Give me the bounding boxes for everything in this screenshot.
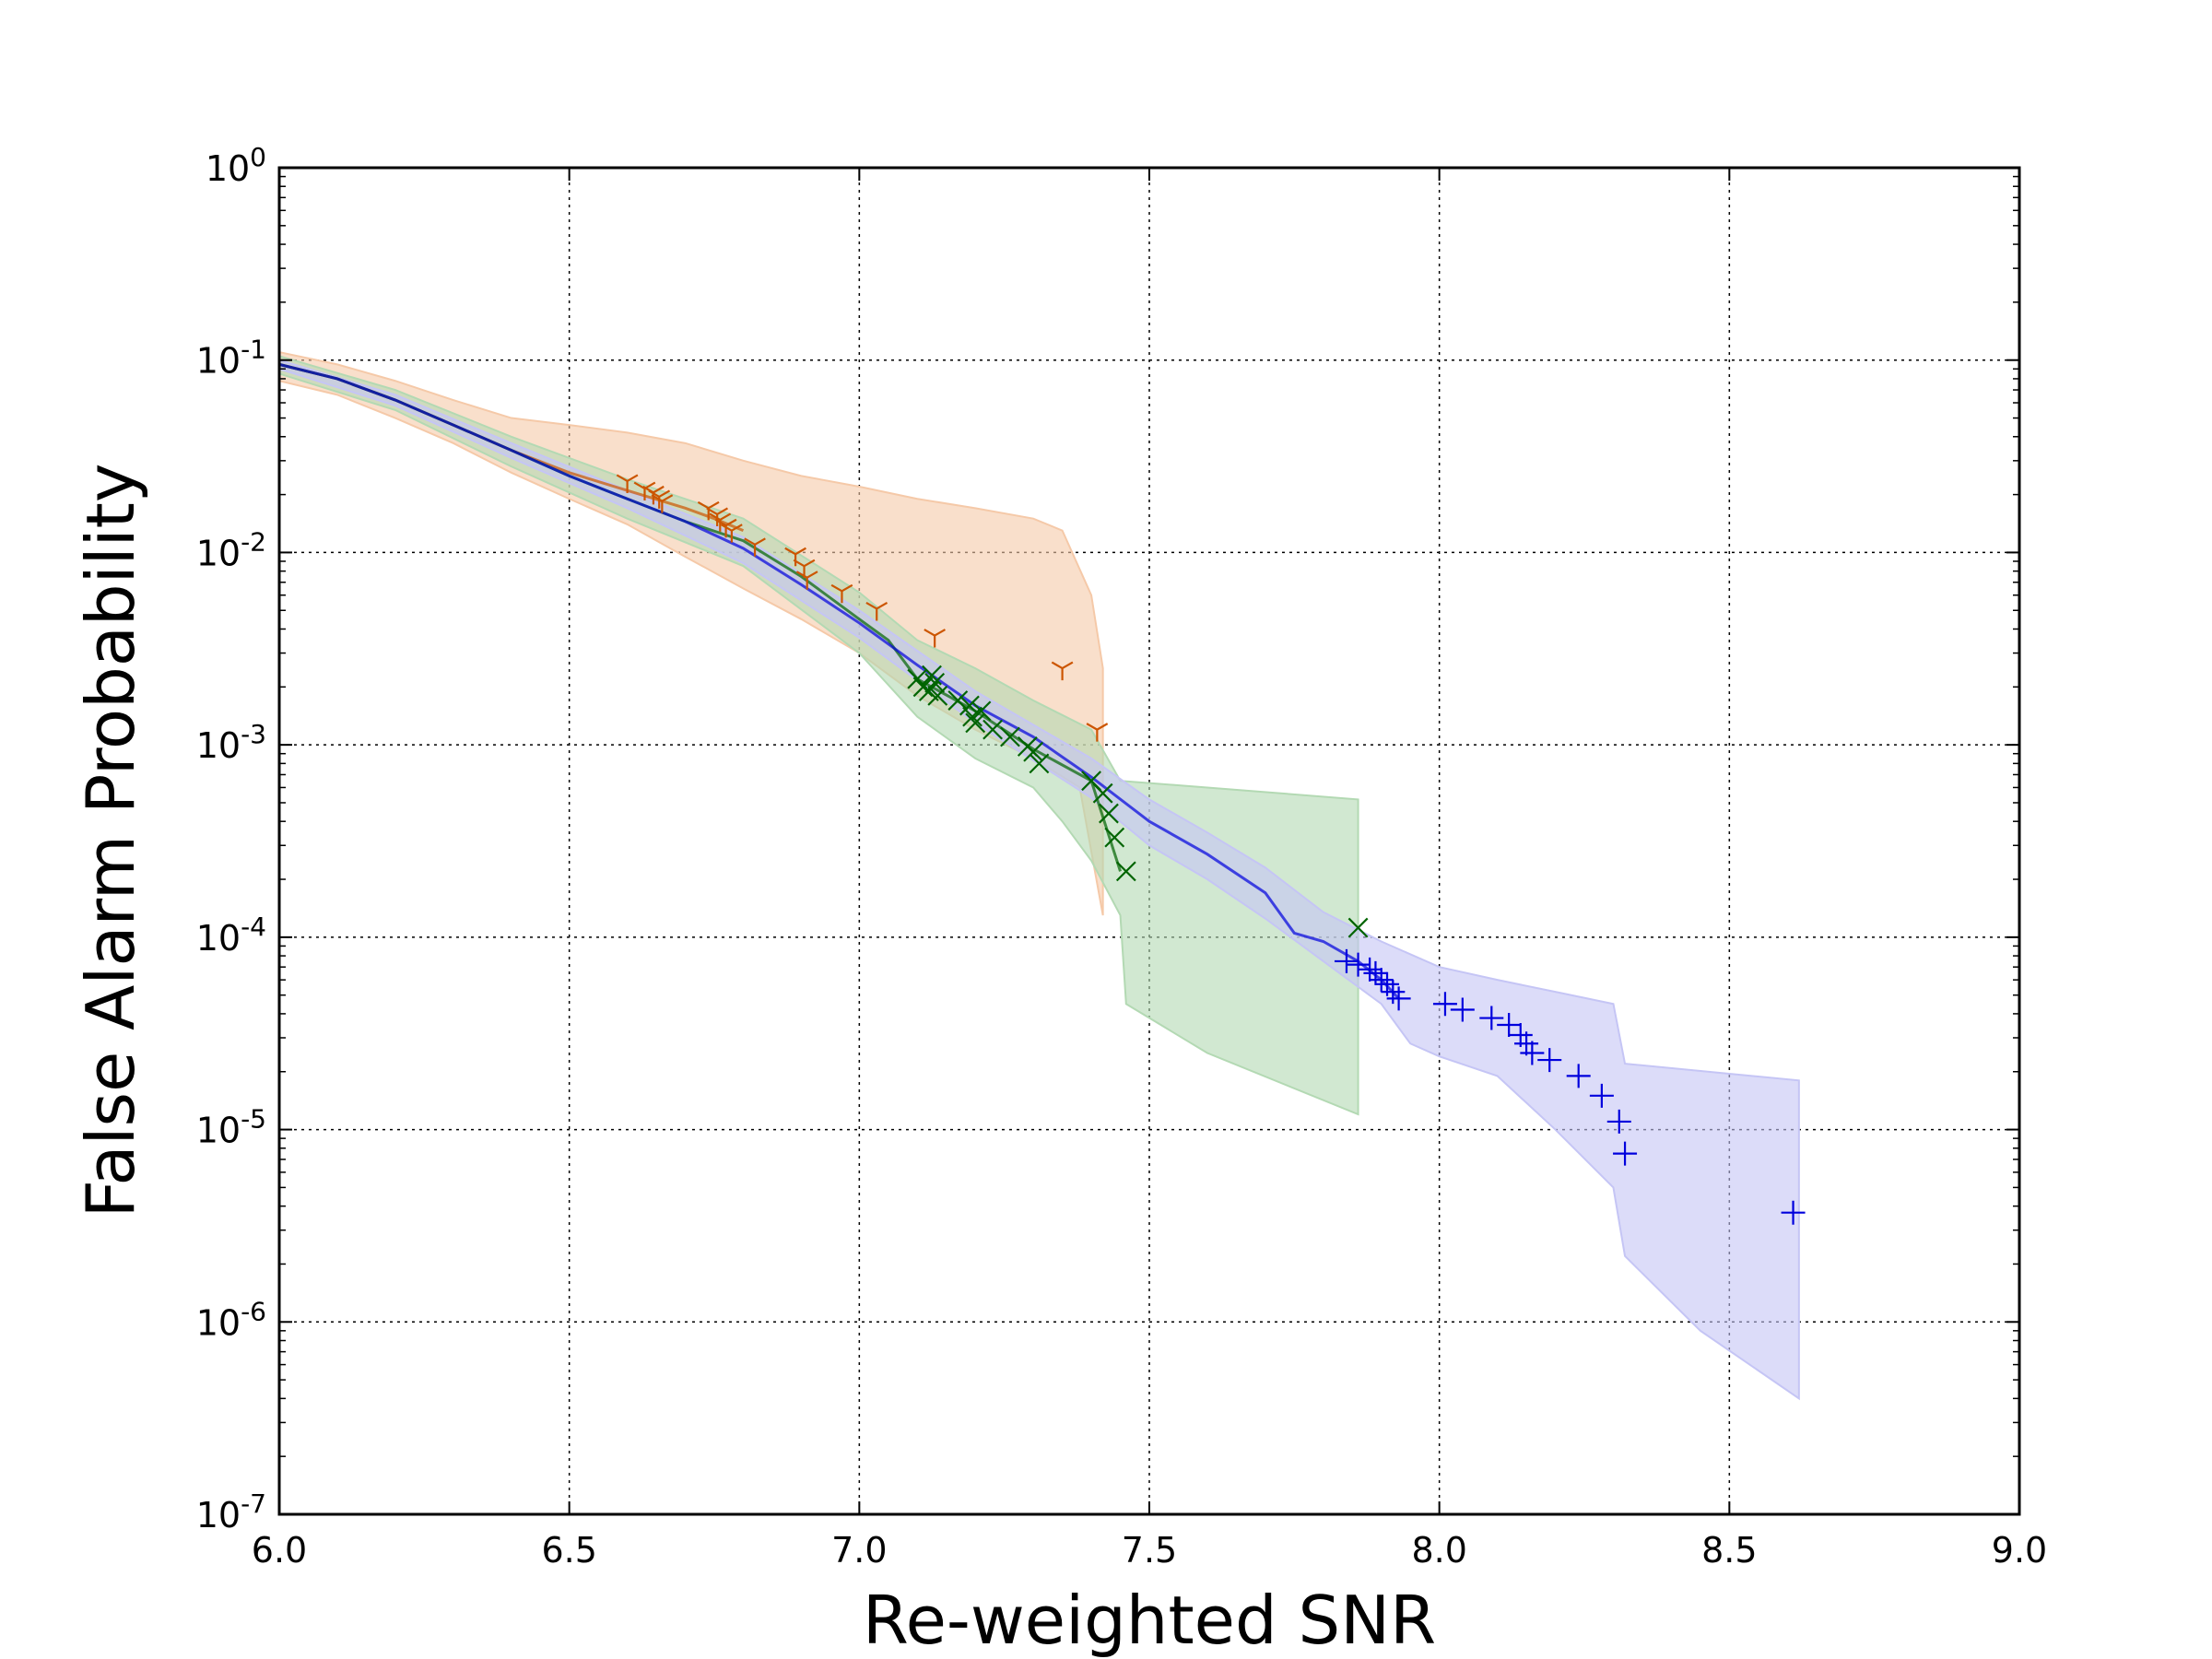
- x-tick-label: 9.0: [1992, 1530, 2047, 1571]
- orange-data-point: [616, 474, 639, 493]
- x-tick-label: 7.5: [1122, 1530, 1177, 1571]
- green-data-point: [1092, 782, 1113, 804]
- x-tick-label: 8.5: [1701, 1530, 1757, 1571]
- y-tick-label: 10-6: [196, 1296, 266, 1343]
- orange-data-point: [865, 602, 888, 621]
- x-tick-label: 8.0: [1411, 1530, 1466, 1571]
- orange-data-point: [1051, 661, 1074, 681]
- x-tick-label: 7.0: [831, 1530, 887, 1571]
- blue-data-point: [1520, 1041, 1545, 1065]
- orange-data-point: [924, 629, 947, 648]
- blue-data-point: [1432, 992, 1457, 1017]
- green-data-point: [1029, 753, 1050, 774]
- green-data-point: [1104, 827, 1125, 848]
- blue-data-point: [1514, 1031, 1539, 1056]
- orange-data-point: [651, 494, 674, 513]
- green-data-point: [912, 677, 934, 698]
- x-tick-label: 6.0: [252, 1530, 307, 1571]
- blue-data-point: [1386, 986, 1411, 1011]
- green-data-point: [982, 719, 1003, 740]
- y-tick-label: 10-4: [196, 912, 266, 959]
- orange-data-point: [744, 537, 766, 557]
- green-data-point: [962, 706, 982, 727]
- green-data-point: [1099, 803, 1119, 824]
- blue-data-point: [1381, 980, 1406, 1005]
- blue-data-point: [1479, 1006, 1504, 1030]
- blue-data-point: [1369, 968, 1394, 993]
- orange-data-point: [795, 571, 818, 590]
- axis-ticks: [278, 167, 2020, 1515]
- blue-data-point: [1334, 948, 1359, 973]
- x-tick-label: 6.5: [541, 1530, 596, 1571]
- y-tick-labels: 100 10-1 10-2 10-3 10-4 10-5 10-6 10-7: [196, 142, 266, 1535]
- blue-data-point: [1613, 1141, 1638, 1166]
- blue-data-point: [1346, 952, 1371, 977]
- green-data-point: [959, 695, 980, 716]
- blue-data-point: [1606, 1109, 1631, 1134]
- orange-data-point: [721, 524, 743, 543]
- blue-data-point: [1537, 1048, 1562, 1073]
- x-axis-label: Re-weighted SNR: [863, 1582, 1436, 1659]
- orange-data-point: [830, 583, 853, 604]
- green-confidence-band: [278, 354, 1359, 1116]
- blue-data-point: [1781, 1200, 1806, 1225]
- green-data-point: [1023, 741, 1044, 762]
- blue-series-line: [278, 362, 1400, 1000]
- y-tick-label: 10-2: [196, 526, 266, 573]
- blue-data-point: [1497, 1013, 1522, 1038]
- series-lines: [278, 362, 1400, 1000]
- blue-data-point: [1450, 997, 1475, 1022]
- y-tick-label: 10-7: [196, 1488, 266, 1535]
- y-tick-label: 10-1: [196, 335, 266, 382]
- y-axis-label: False Alarm Probability: [72, 464, 149, 1218]
- green-data-point: [965, 712, 986, 734]
- y-tick-label: 100: [206, 142, 266, 189]
- blue-data-point: [1566, 1064, 1591, 1088]
- y-tick-label: 10-5: [196, 1104, 266, 1151]
- green-data-point: [1000, 726, 1020, 747]
- green-data-point: [971, 700, 992, 722]
- green-data-point: [922, 665, 942, 686]
- green-data-point: [924, 672, 946, 693]
- blue-data-point: [1358, 957, 1382, 982]
- green-data-point: [1115, 861, 1136, 882]
- blue-data-point: [1363, 960, 1388, 985]
- x-tick-labels: 6.0 6.5 7.0 7.5 8.0 8.5 9.0: [252, 1530, 2047, 1571]
- green-data-point: [927, 685, 948, 706]
- green-data-point: [1347, 917, 1369, 938]
- y-tick-label: 10-3: [196, 719, 266, 766]
- data-points: [616, 474, 1806, 1225]
- orange-data-point: [1086, 723, 1109, 742]
- blue-data-point: [1589, 1083, 1614, 1108]
- green-data-point: [947, 690, 969, 711]
